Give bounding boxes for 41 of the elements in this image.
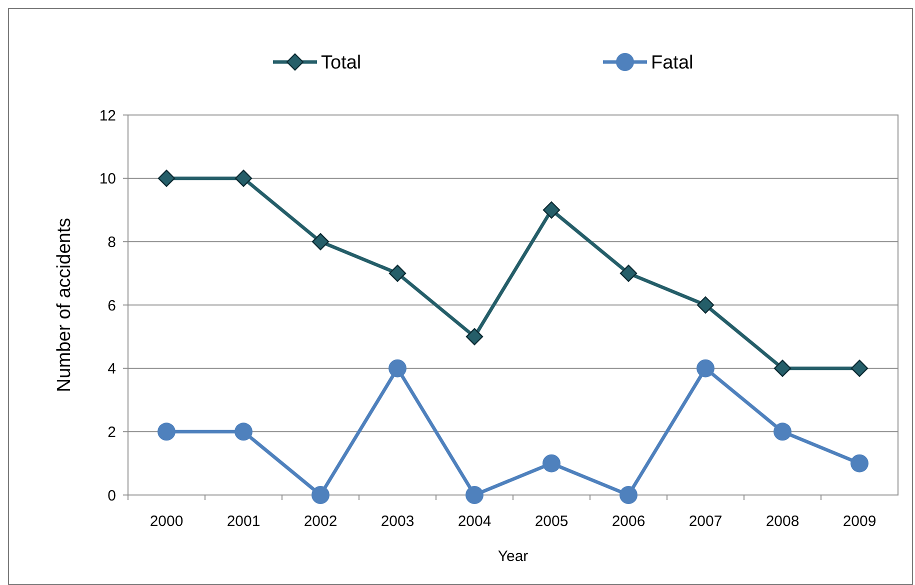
point (542, 201, 560, 219)
y-tick-label: 0 (108, 487, 116, 504)
legend-label: Fatal (651, 52, 694, 74)
y-tick-label: 4 (108, 360, 116, 378)
point (542, 454, 560, 472)
x-tick-label: 2000 (150, 513, 184, 530)
point (466, 328, 484, 346)
point (158, 170, 176, 187)
legend-label: Total (321, 52, 362, 74)
y-tick-label: 8 (108, 234, 116, 251)
point (158, 422, 176, 441)
x-tick-label: 2002 (304, 513, 338, 530)
point (774, 422, 792, 441)
x-tick-label: 2008 (766, 513, 800, 530)
point (388, 264, 406, 282)
x-axis-title: Year (498, 548, 528, 565)
x-tick-label: 2006 (612, 513, 646, 530)
point (620, 264, 638, 282)
x-tick-label: 2009 (842, 513, 876, 530)
y-tick-label: 10 (99, 170, 116, 188)
x-tick-label: 2007 (688, 513, 722, 530)
point (388, 359, 406, 378)
y-tick-label: 12 (99, 107, 116, 124)
point (234, 170, 252, 187)
point (312, 486, 330, 504)
point (696, 296, 714, 314)
point (312, 233, 330, 250)
point (850, 360, 868, 377)
point (696, 359, 714, 378)
x-tick-label: 2001 (226, 513, 260, 530)
point (774, 360, 792, 377)
x-tick-label: 2005 (534, 513, 568, 530)
point (620, 486, 638, 504)
point (850, 454, 868, 472)
y-tick-label: 2 (108, 424, 116, 441)
point (234, 422, 252, 441)
x-tick-label: 2003 (380, 513, 414, 530)
x-tick-label: 2004 (458, 513, 492, 530)
point (466, 486, 484, 504)
y-tick-label: 6 (108, 297, 116, 314)
y-axis-title: Number of accidents (54, 218, 75, 392)
